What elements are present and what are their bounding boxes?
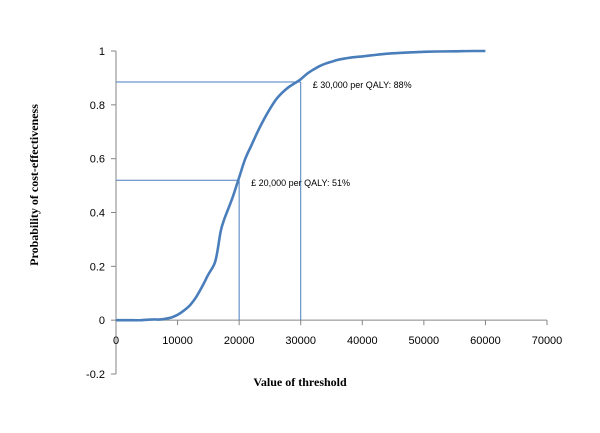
x-axis-title: Value of threshold [253,375,347,389]
y-tick-label: 0.8 [90,100,105,112]
reference-annotation: £ 20,000 per QALY: 51% [251,178,350,188]
x-tick-label: 20000 [224,335,255,347]
x-tick-label: 40000 [347,335,378,347]
y-axis: -0.2 0 0.2 0.4 0.6 0.8 1 [86,46,117,381]
y-tick-label: 0.6 [90,154,105,166]
reference-lines [116,81,302,321]
x-axis: 0 10000 20000 30000 40000 50000 60000 70000 [113,319,563,347]
x-tick-label: 10000 [162,335,193,347]
y-tick-label: -0.2 [86,369,105,381]
x-tick-label: 60000 [470,335,501,347]
y-tick-label: 0.2 [90,261,105,273]
series-layer [115,49,486,322]
series-line [115,49,486,322]
x-tick-label: 70000 [532,335,563,347]
y-tick-label: 0.4 [90,208,105,220]
reference-annotation: £ 30,000 per QALY: 88% [313,80,412,90]
y-tick-label: 0 [99,315,105,327]
annotations: £ 20,000 per QALY: 51% £ 30,000 per QALY:… [251,80,411,188]
y-tick-label: 1 [99,46,105,58]
x-tick-label: 50000 [409,335,440,347]
x-tick-label: 30000 [285,335,316,347]
x-tick-label: 0 [113,335,119,347]
y-axis-title: Probability of cost-effectiveness [27,104,41,266]
